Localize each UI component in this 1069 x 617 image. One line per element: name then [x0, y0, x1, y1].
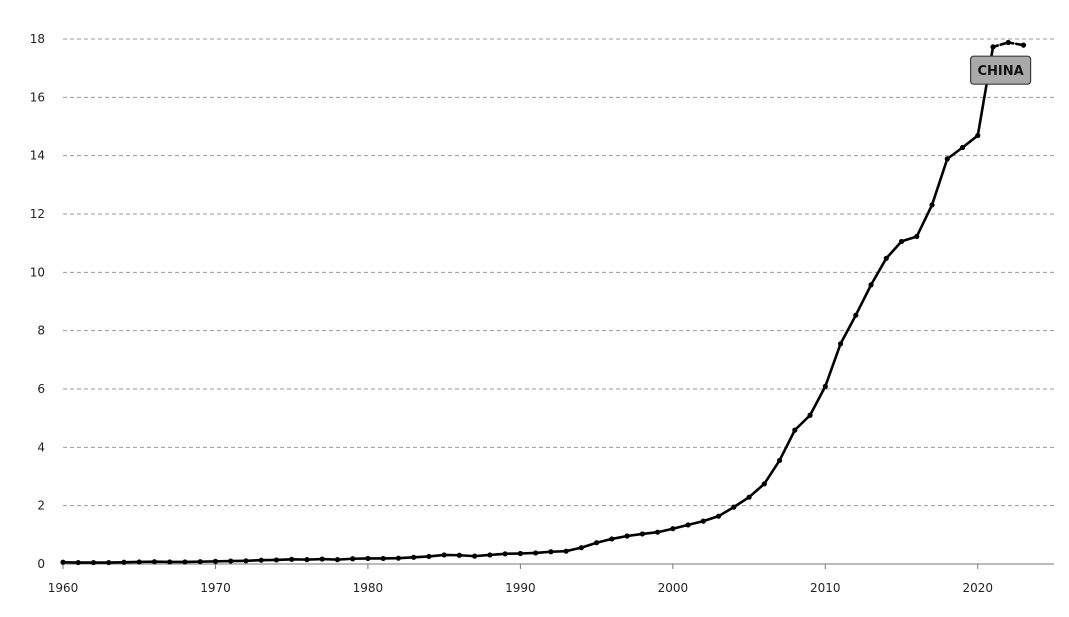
- data-point-1984: [426, 553, 432, 560]
- data-point-1980: [365, 555, 371, 562]
- series-callout: CHINA: [969, 55, 1032, 85]
- data-point-1978: [334, 557, 341, 563]
- data-point-1965: [136, 559, 142, 565]
- y-axis: 0 2 4 6 8 10 12 14 16 18: [30, 32, 45, 571]
- x-tick-label-2000: 2000: [658, 581, 689, 595]
- data-point-1974: [273, 557, 280, 563]
- data-point-2017: [929, 202, 935, 208]
- series-line-china: [61, 45, 995, 564]
- data-point-1993: [563, 548, 569, 554]
- data-point-1983: [411, 554, 417, 560]
- data-point-2020: [975, 132, 981, 139]
- data-point-2011: [837, 341, 844, 347]
- data-point-1972: [243, 558, 249, 564]
- data-point-2006: [761, 481, 767, 487]
- data-point-2019: [959, 144, 966, 151]
- data-point-1992: [548, 549, 554, 555]
- data-point-1998: [639, 531, 645, 537]
- data-point-1999: [655, 529, 661, 535]
- data-point-1997: [624, 533, 630, 539]
- x-axis: 1960 1970 1980 1990 2000 2010 2020: [48, 563, 1054, 595]
- data-point-2001: [685, 522, 691, 528]
- data-point-1966: [151, 559, 158, 565]
- data-point-1967: [167, 559, 173, 565]
- data-point-1981: [380, 555, 386, 562]
- y-tick-label-18: 18: [30, 32, 45, 46]
- data-point-1970: [212, 558, 219, 564]
- data-point-1973: [258, 557, 264, 563]
- data-point-1962: [90, 559, 97, 566]
- y-tick-label-0: 0: [37, 557, 45, 571]
- data-point-1963: [106, 559, 112, 566]
- data-point-2008: [792, 427, 798, 433]
- data-point-1968: [182, 559, 188, 565]
- data-point-2023: [1020, 42, 1027, 48]
- series-china: [61, 41, 1025, 564]
- data-point-1982: [395, 555, 402, 561]
- y-tick-label-4: 4: [37, 440, 45, 454]
- data-point-2014: [883, 255, 889, 261]
- y-tick-label-12: 12: [30, 207, 45, 221]
- y-tick-label-16: 16: [30, 90, 45, 104]
- data-point-2015: [898, 238, 905, 245]
- data-point-1989: [502, 551, 508, 557]
- data-point-1977: [319, 556, 325, 562]
- y-tick-label-14: 14: [30, 149, 45, 163]
- y-tick-label-10: 10: [30, 265, 45, 279]
- data-point-2012: [853, 312, 859, 318]
- data-point-2007: [776, 457, 783, 464]
- data-point-1961: [75, 559, 81, 566]
- data-point-1994: [578, 545, 584, 551]
- data-point-2004: [731, 504, 737, 510]
- x-tick-label-1990: 1990: [505, 581, 536, 595]
- callout-box: [969, 55, 1032, 85]
- data-point-2018: [944, 156, 950, 162]
- data-points: [60, 39, 1027, 566]
- data-point-2002: [700, 518, 706, 524]
- y-tick-label-2: 2: [37, 499, 45, 513]
- data-point-2016: [914, 233, 920, 240]
- data-point-2022: [1005, 39, 1011, 46]
- data-point-1991: [533, 550, 539, 556]
- data-point-1979: [350, 556, 356, 562]
- data-point-1976: [304, 557, 310, 563]
- data-point-1969: [197, 559, 203, 565]
- x-tick-label-1970: 1970: [200, 581, 231, 595]
- data-point-1990: [517, 550, 523, 557]
- x-tick-label-2020: 2020: [962, 581, 993, 595]
- data-point-1996: [609, 536, 615, 542]
- data-point-1988: [487, 552, 493, 558]
- data-point-2009: [807, 412, 813, 418]
- data-point-1971: [228, 558, 234, 564]
- data-point-1985: [441, 552, 447, 558]
- data-point-2013: [868, 282, 874, 288]
- data-point-1960: [60, 559, 66, 565]
- callout-label: CHINA: [977, 64, 1023, 79]
- data-point-2021: [990, 44, 996, 50]
- data-point-1987: [472, 553, 478, 559]
- x-tick-label-1960: 1960: [48, 581, 79, 595]
- data-point-2010: [822, 383, 828, 389]
- data-point-2003: [715, 513, 722, 519]
- data-point-1995: [594, 540, 600, 546]
- x-tick-label-1980: 1980: [353, 581, 384, 595]
- x-tick-label-2010: 2010: [810, 581, 841, 595]
- data-point-2005: [746, 494, 752, 500]
- data-point-1975: [289, 556, 295, 562]
- y-tick-label-6: 6: [37, 382, 45, 396]
- data-point-2000: [670, 526, 676, 532]
- y-tick-label-8: 8: [37, 324, 45, 338]
- data-point-1964: [121, 559, 127, 565]
- gridlines: [63, 38, 1054, 507]
- data-point-1986: [456, 552, 462, 558]
